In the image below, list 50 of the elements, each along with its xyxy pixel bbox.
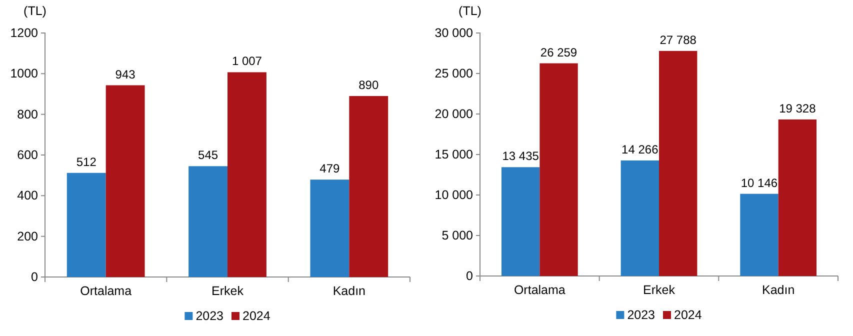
y-tick-label: 5 000 <box>442 228 474 242</box>
y-axis-title: (TL) <box>458 4 482 18</box>
data-label: 890 <box>358 78 379 92</box>
data-label: 19 328 <box>779 101 816 116</box>
y-tick-label: 1200 <box>10 26 38 40</box>
bar <box>188 166 228 277</box>
legend-label: 2023 <box>196 309 224 323</box>
x-tick-label: Erkek <box>212 284 244 298</box>
legend-label: 2024 <box>242 309 270 323</box>
data-label: 10 146 <box>740 176 778 190</box>
y-tick-label: 800 <box>17 107 38 122</box>
y-axis-title: (TL) <box>24 4 46 18</box>
bar <box>310 180 350 277</box>
x-tick-label: Ortalama <box>514 282 566 297</box>
bar <box>540 63 578 276</box>
y-tick-label: 600 <box>17 148 38 162</box>
data-label: 27 788 <box>660 32 697 47</box>
legend-label: 2023 <box>627 308 656 322</box>
data-label: 545 <box>198 148 218 162</box>
bar <box>66 172 106 277</box>
bar <box>778 119 817 276</box>
bar <box>501 167 540 276</box>
bar <box>106 85 145 277</box>
y-tick-label: 25 000 <box>434 66 474 80</box>
bar <box>659 50 698 276</box>
data-label: 479 <box>320 162 340 176</box>
y-tick-label: 10 000 <box>434 188 474 202</box>
y-tick-label: 15 000 <box>434 148 474 162</box>
y-tick-label: 200 <box>17 229 38 244</box>
bar <box>620 160 659 276</box>
bar <box>228 72 266 277</box>
bar <box>740 194 778 276</box>
bar <box>349 96 388 277</box>
x-tick-label: Erkek <box>643 282 676 297</box>
y-tick-label: 30 000 <box>434 26 474 40</box>
data-label: 512 <box>76 154 97 169</box>
data-label: 13 435 <box>502 149 540 164</box>
y-tick-label: 0 <box>31 270 38 284</box>
y-tick-label: 20 000 <box>434 107 474 121</box>
data-label: 943 <box>115 67 136 82</box>
data-label: 1 007 <box>232 54 262 68</box>
data-label: 14 266 <box>622 142 659 156</box>
y-tick-label: 400 <box>17 188 38 203</box>
x-tick-label: Ortalama <box>80 284 132 298</box>
y-tick-label: 1000 <box>10 66 38 81</box>
x-tick-label: Kadın <box>332 284 366 298</box>
y-tick-label: 0 <box>466 269 474 283</box>
legend-label: 2024 <box>674 308 702 322</box>
x-tick-label: Kadın <box>762 282 795 297</box>
data-label: 26 259 <box>540 45 578 60</box>
